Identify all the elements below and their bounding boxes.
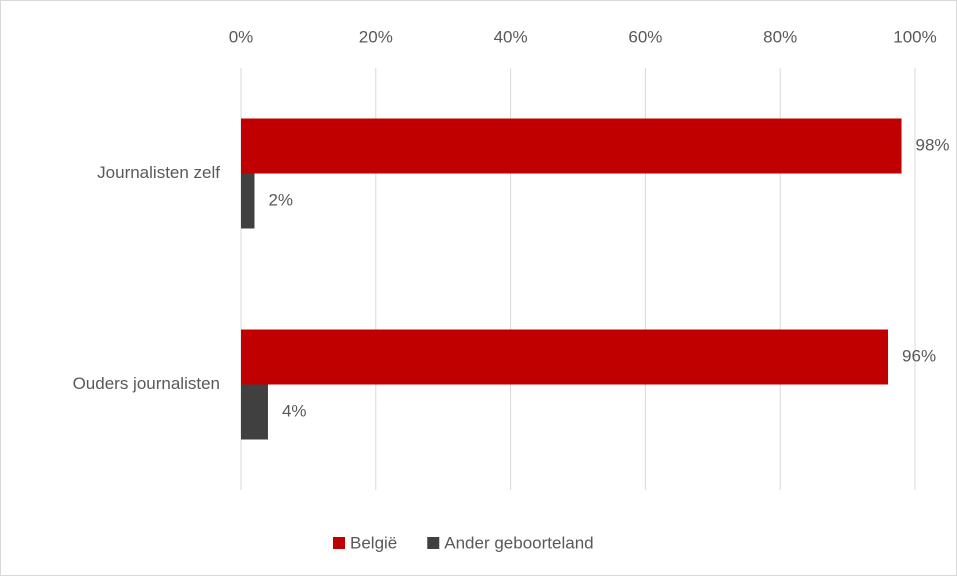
bar	[241, 173, 255, 229]
data-label: 4%	[282, 401, 307, 420]
x-tick-label: 20%	[359, 27, 393, 46]
x-tick-label: 60%	[628, 27, 662, 46]
legend-swatch	[333, 537, 345, 549]
data-label: 2%	[268, 190, 293, 209]
x-tick-label: 40%	[494, 27, 528, 46]
x-tick-label: 80%	[763, 27, 797, 46]
legend-swatch	[427, 537, 440, 549]
bar	[241, 384, 268, 440]
y-tick-label: Ouders journalisten	[73, 374, 220, 393]
legend-label: Ander geboorteland	[444, 533, 593, 552]
x-tick-label: 0%	[229, 27, 254, 46]
x-tick-label: 100%	[893, 27, 936, 46]
bar	[241, 118, 902, 174]
bar	[241, 329, 889, 385]
data-label: 96%	[902, 346, 936, 365]
legend-label: België	[350, 533, 397, 552]
y-tick-label: Journalisten zelf	[97, 163, 220, 182]
data-label: 98%	[916, 135, 950, 154]
